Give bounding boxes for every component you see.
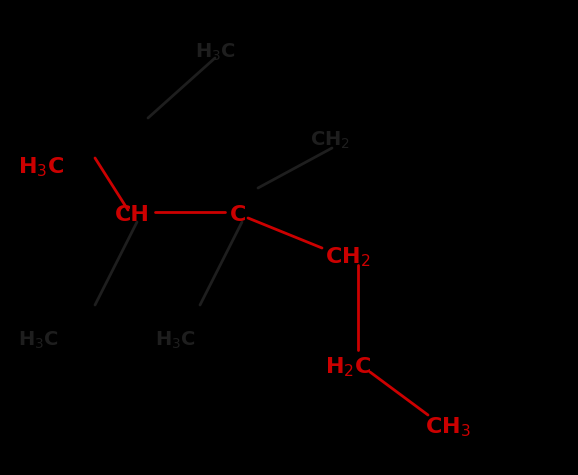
Text: H$_3$C: H$_3$C: [195, 42, 236, 63]
Text: CH$_2$: CH$_2$: [310, 130, 350, 152]
Text: CH: CH: [115, 205, 150, 225]
Text: H$_3$C: H$_3$C: [18, 330, 59, 352]
Text: C: C: [230, 205, 246, 225]
Text: H$_3$C: H$_3$C: [155, 330, 196, 352]
Text: H$_3$C: H$_3$C: [18, 155, 64, 179]
Text: H$_2$C: H$_2$C: [325, 355, 371, 379]
Text: CH$_3$: CH$_3$: [425, 415, 470, 438]
Text: CH$_2$: CH$_2$: [325, 245, 370, 268]
